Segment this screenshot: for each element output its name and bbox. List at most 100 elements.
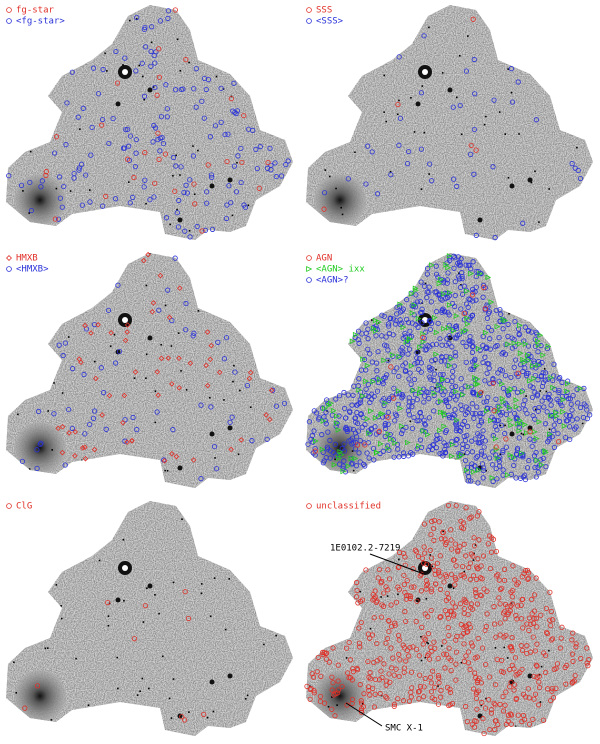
source-marker [478, 593, 484, 599]
source-marker [69, 425, 75, 431]
point-source [243, 83, 246, 85]
source-marker [427, 161, 433, 167]
source-marker [544, 409, 550, 415]
source-marker [531, 375, 538, 382]
source-marker [273, 403, 280, 409]
point-source [538, 221, 540, 223]
point-source [423, 131, 426, 134]
source-marker [452, 255, 458, 261]
source-marker [122, 417, 128, 423]
point-source [314, 108, 316, 111]
source-marker [396, 673, 402, 680]
source-marker [327, 437, 333, 443]
source-marker [360, 393, 366, 399]
source-marker [278, 173, 285, 179]
source-marker [439, 277, 445, 283]
point-source [242, 11, 245, 14]
point-source [224, 628, 227, 631]
source-marker [155, 130, 161, 136]
point-source [428, 173, 430, 175]
point-source [139, 690, 141, 693]
source-marker [363, 320, 369, 326]
source-marker [364, 416, 371, 422]
point-source [572, 476, 574, 478]
source-marker [453, 323, 459, 329]
source-marker [448, 391, 455, 397]
source-marker [99, 116, 106, 123]
source-marker [536, 342, 542, 348]
point-source [301, 352, 303, 354]
point-source [232, 380, 234, 383]
source-marker [511, 687, 517, 693]
source-marker [169, 381, 175, 387]
source-marker [445, 264, 452, 271]
source-marker [521, 359, 528, 366]
point-source [172, 581, 175, 584]
source-marker [524, 567, 531, 573]
source-marker [335, 687, 341, 693]
source-marker [496, 335, 502, 341]
source-marker [524, 410, 530, 417]
point-source [351, 450, 354, 452]
point-source [1, 265, 3, 267]
source-marker [122, 337, 129, 344]
source-marker [364, 362, 371, 369]
source-marker [564, 388, 570, 395]
source-marker [431, 517, 438, 524]
point-source [181, 518, 183, 521]
source-marker [387, 316, 393, 322]
point-source [275, 601, 277, 603]
source-marker [458, 256, 464, 262]
source-marker [439, 354, 445, 360]
point-source [332, 583, 335, 586]
source-marker [543, 464, 549, 470]
source-marker [386, 628, 392, 635]
smc-x1-halo [14, 670, 66, 722]
point-source [50, 719, 53, 721]
source-marker [421, 399, 427, 405]
source-marker [550, 384, 557, 391]
point-source [246, 694, 249, 697]
source-marker [428, 531, 434, 538]
source-marker [312, 445, 318, 452]
point-source [460, 661, 463, 664]
source-marker [403, 658, 409, 664]
point-source [474, 544, 477, 546]
point-source [176, 38, 179, 41]
source-marker [484, 370, 490, 376]
source-marker [476, 675, 482, 681]
source-marker [382, 374, 388, 381]
source-marker [485, 324, 491, 331]
source-marker [503, 689, 509, 695]
source-marker [176, 285, 183, 291]
source-marker [526, 627, 532, 633]
source-marker [366, 674, 372, 680]
source-marker [482, 705, 489, 711]
source-marker [530, 362, 536, 369]
source-marker [480, 428, 486, 434]
source-marker [535, 408, 541, 414]
point-source [387, 359, 390, 362]
source-marker [519, 574, 525, 580]
source-marker [72, 429, 78, 435]
source-marker [439, 450, 445, 456]
source-marker [356, 450, 362, 456]
source-marker [555, 430, 561, 437]
source-marker [435, 655, 441, 662]
source-marker [415, 689, 422, 695]
point-source [297, 5, 299, 7]
point-source [193, 193, 196, 196]
point-source [109, 242, 111, 244]
source-marker [346, 675, 352, 681]
legend-marker [6, 255, 12, 261]
point-source [113, 0, 115, 2]
source-marker [525, 343, 532, 349]
source-marker [476, 467, 482, 473]
point-source [431, 565, 434, 568]
point-source [437, 685, 439, 687]
source-marker [333, 420, 340, 426]
source-marker [318, 673, 324, 680]
source-marker [476, 423, 482, 429]
source-marker [473, 147, 479, 153]
source-marker [439, 307, 445, 313]
